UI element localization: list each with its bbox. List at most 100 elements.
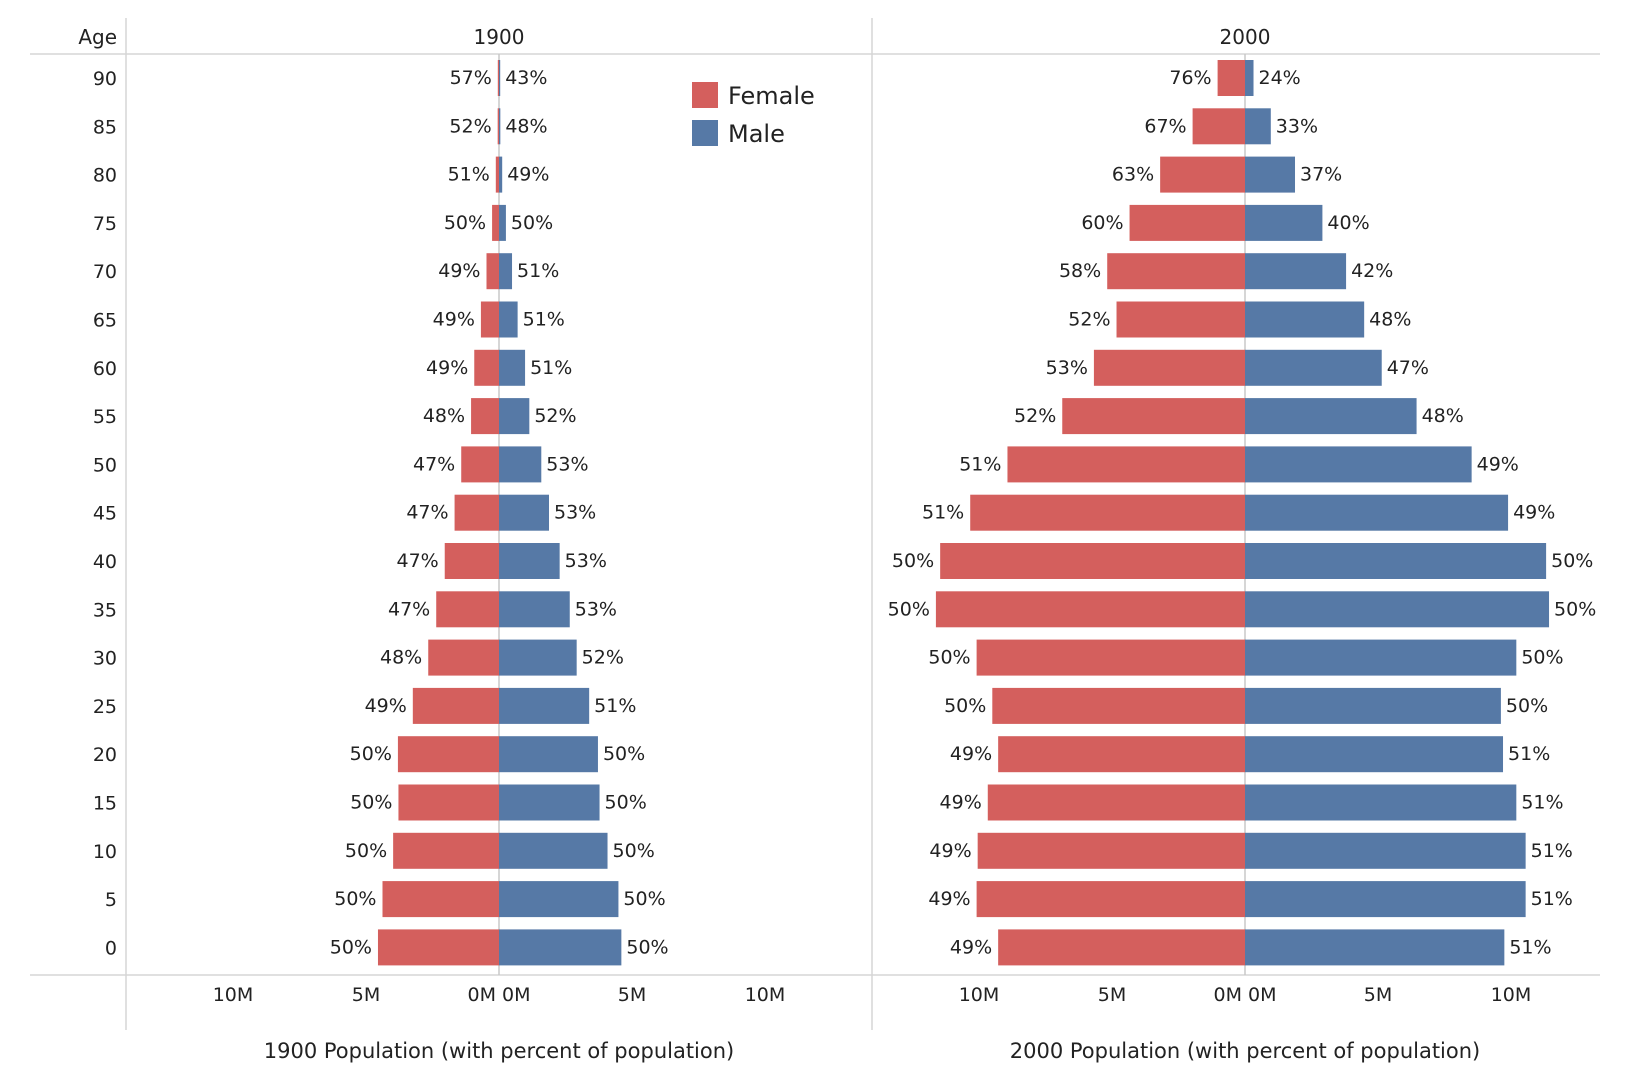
female-percent-label: 49% [928,888,970,910]
male-percent-label: 51% [1521,792,1563,814]
male-bar [499,446,542,483]
male-bar [499,832,608,869]
female-percent-label: 57% [450,67,492,89]
female-bar [495,156,499,193]
male-bar [499,60,501,96]
male-percent-label: 50% [603,743,645,765]
female-percent-label: 47% [388,598,430,620]
male-bar [499,349,526,386]
x-axis-title: 1900 Population (with percent of populat… [264,1039,735,1063]
female-bar [444,543,499,579]
male-bar [1245,832,1526,869]
female-percent-label: 63% [1112,164,1154,186]
female-percent-label: 50% [334,888,376,910]
male-percent-label: 50% [623,888,665,910]
female-percent-label: 67% [1144,115,1186,137]
male-bar [499,881,619,918]
male-percent-label: 51% [1531,840,1573,862]
male-percent-label: 49% [1513,502,1555,524]
age-label: 75 [93,213,117,235]
female-bar [1217,60,1245,96]
female-percent-label: 49% [433,309,475,331]
male-bar [499,784,600,821]
male-bar [1245,543,1547,579]
male-bar [499,591,570,628]
male-bar [1245,929,1505,966]
male-percent-label: 50% [613,840,655,862]
panel-2000: 2000 76% 24% 67% 33% 63% 37% 60% 40% 58% 42% 52% 48%… [888,25,1597,1063]
male-percent-label: 51% [594,695,636,717]
male-percent-label: 51% [530,357,572,379]
female-percent-label: 49% [929,840,971,862]
female-bar [977,832,1245,869]
male-percent-label: 33% [1276,115,1318,137]
male-bar [1245,687,1501,724]
female-percent-label: 49% [950,743,992,765]
female-percent-label: 50% [330,936,372,958]
female-percent-label: 49% [365,695,407,717]
male-bar [499,253,513,290]
male-bar [1245,398,1417,435]
panel-1900: 1900 57% 43% 52% 48% 51% 49% 50% 50% 49% 51% 49% 51%… [213,25,786,1063]
male-percent-label: 52% [534,405,576,427]
x-tick-label: 0M [1248,984,1276,1006]
male-bar [1245,881,1526,918]
male-percent-label: 52% [582,647,624,669]
female-percent-label: 51% [959,453,1001,475]
female-bar [1160,156,1245,193]
female-bar [480,301,499,338]
male-bar [1245,349,1382,386]
female-bar [987,784,1245,821]
female-percent-label: 50% [928,647,970,669]
female-percent-label: 49% [426,357,468,379]
age-label: 10 [93,841,117,863]
female-bar [377,929,499,966]
male-percent-label: 49% [1477,453,1519,475]
female-percent-label: 47% [397,550,439,572]
male-percent-label: 50% [1554,598,1596,620]
female-percent-label: 50% [350,743,392,765]
female-percent-label: 58% [1059,260,1101,282]
female-bar [992,687,1245,724]
female-percent-label: 47% [406,502,448,524]
male-percent-label: 37% [1300,164,1342,186]
chart-frame [30,18,1600,1030]
age-label: 60 [93,358,117,380]
age-label: 80 [93,165,117,187]
female-percent-label: 60% [1081,212,1123,234]
male-percent-label: 48% [505,115,547,137]
female-bar [1192,108,1245,145]
male-bar [1245,446,1472,483]
x-tick-label: 5M [352,984,380,1006]
female-bar [935,591,1245,628]
female-bar [497,60,499,96]
x-tick-label: 10M [959,984,1000,1006]
x-tick-label: 5M [1098,984,1126,1006]
x-tick-label: 0M [468,984,496,1006]
age-label: 15 [93,793,117,815]
x-tick-label: 10M [1491,984,1532,1006]
female-percent-label: 51% [922,502,964,524]
legend-label-female: Female [728,82,815,110]
male-percent-label: 53% [546,453,588,475]
legend-swatch-male [692,120,718,146]
male-bar [1245,108,1271,145]
male-bar [1245,784,1517,821]
female-percent-label: 49% [438,260,480,282]
female-percent-label: 49% [950,936,992,958]
age-label: 55 [93,406,117,428]
male-bar [499,543,560,579]
female-percent-label: 48% [423,405,465,427]
female-bar [1116,301,1245,338]
female-bar [486,253,499,290]
male-percent-label: 43% [505,67,547,89]
male-percent-label: 51% [523,309,565,331]
female-bar [497,108,499,145]
male-bar [499,494,550,531]
legend: Female Male [692,82,815,148]
male-bar [1245,253,1347,290]
female-bar [474,349,499,386]
male-bar [499,156,503,193]
